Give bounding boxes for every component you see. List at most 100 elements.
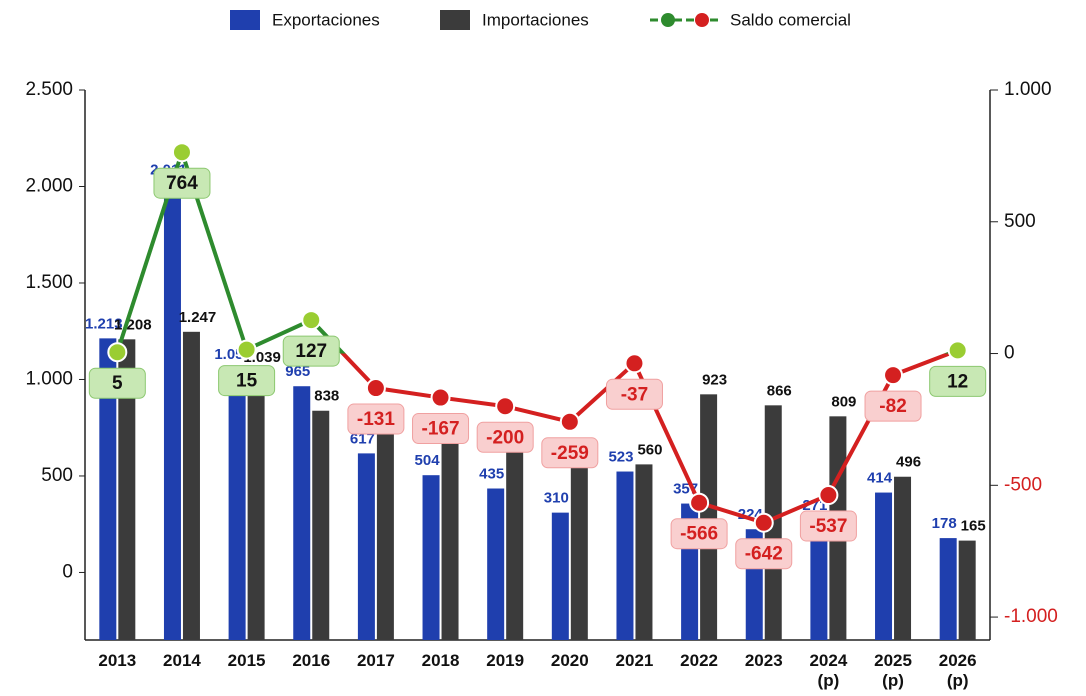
balance-label: -566 — [670, 518, 728, 550]
label-box — [670, 518, 728, 550]
label-box — [605, 378, 663, 410]
export-bar — [228, 369, 246, 640]
balance-label: -537 — [799, 510, 857, 542]
x-tick-label: 2024 (p) — [809, 651, 848, 690]
import-bar — [506, 449, 524, 640]
y-tick-label: 0 — [62, 561, 73, 582]
balance-point — [689, 492, 710, 513]
label-box — [799, 510, 857, 542]
import-bar — [118, 339, 136, 640]
export-bar — [939, 538, 957, 640]
import-bar — [700, 394, 718, 640]
x-tick-label: 2021 — [615, 651, 654, 670]
legend-label: Exportaciones — [272, 10, 380, 29]
y-tick-label: 2.000 — [25, 176, 73, 197]
export-bar — [810, 520, 828, 640]
export-bar — [551, 512, 569, 640]
balance-label: 12 — [929, 365, 987, 397]
legend-marker — [661, 13, 675, 27]
label-box — [476, 421, 534, 453]
bar-label: 1.213 — [85, 315, 123, 332]
export-bar — [357, 453, 375, 640]
legend-swatch — [440, 10, 470, 30]
label-box — [735, 538, 793, 570]
y2-tick-label: -500 — [1004, 474, 1042, 495]
label-box — [218, 365, 276, 397]
balance-value: -131 — [357, 409, 395, 430]
balance-value: -82 — [879, 396, 906, 417]
y-tick-label: 1.000 — [25, 368, 73, 389]
balance-point — [236, 339, 257, 360]
bar-label: 310 — [544, 490, 569, 507]
balance-point — [753, 512, 774, 533]
bar-label: 965 — [285, 363, 310, 380]
label-box — [929, 365, 987, 397]
balance-line — [115, 145, 959, 525]
bar-label: 504 — [415, 452, 441, 469]
export-bar — [616, 471, 634, 640]
balance-value: -566 — [680, 524, 718, 545]
balance-value: -200 — [486, 427, 524, 448]
bar-label: 435 — [479, 465, 504, 482]
export-bar — [875, 492, 893, 640]
balance-value: 127 — [295, 341, 327, 362]
balance-point — [301, 310, 322, 331]
y-tick-label: 1.500 — [25, 272, 73, 293]
x-tick-label: 2019 — [486, 651, 525, 670]
balance-point — [171, 142, 192, 163]
balance-label: -200 — [476, 421, 534, 453]
import-bar — [247, 371, 265, 640]
balance-point — [947, 340, 968, 361]
balance-label: -642 — [735, 538, 793, 570]
export-bar — [99, 338, 117, 640]
legend-label: Importaciones — [482, 10, 589, 29]
balance-point — [430, 387, 451, 408]
balance-point — [883, 365, 904, 386]
balance-point — [495, 396, 516, 417]
bar-label: 617 — [350, 430, 375, 447]
balance-label: -82 — [864, 390, 922, 422]
legend-label: Saldo comercial — [730, 10, 851, 29]
legend-swatch — [230, 10, 260, 30]
balance-value: 12 — [947, 371, 968, 392]
export-bar — [293, 386, 311, 640]
label-box — [412, 413, 470, 445]
import-bar — [376, 428, 394, 640]
export-bar — [487, 488, 505, 640]
x-tick-label: 2016 — [292, 651, 331, 670]
bar-label: 1.208 — [114, 316, 152, 333]
label-box — [282, 335, 340, 367]
balance-point — [559, 411, 580, 432]
balance-value: -537 — [809, 516, 847, 537]
balance-value: 5 — [112, 373, 123, 394]
label-box — [347, 403, 405, 435]
x-tick-label: 2013 — [98, 651, 137, 670]
balance-value: -259 — [551, 443, 589, 464]
balance-label: 15 — [218, 365, 276, 397]
x-tick-label: 2025 (p) — [874, 651, 912, 690]
balance-value: 15 — [236, 371, 258, 392]
x-tick-label: 2026 (p) — [938, 651, 977, 690]
bar-label: 523 — [608, 448, 633, 465]
label-box — [541, 437, 599, 469]
export-bar — [163, 184, 181, 641]
y2-tick-label: 500 — [1004, 211, 1036, 232]
balance-label: -37 — [605, 378, 663, 410]
bar-label: 923 — [702, 371, 727, 388]
balance-value: -37 — [621, 384, 648, 405]
balance-point — [624, 353, 645, 374]
import-bar — [894, 476, 912, 640]
balance-label: -131 — [347, 403, 405, 435]
balance-label: -167 — [412, 413, 470, 445]
balance-point — [818, 485, 839, 506]
legend-marker — [695, 13, 709, 27]
bar-label: 165 — [961, 518, 986, 535]
x-tick-label: 2014 — [163, 651, 201, 670]
bar-label: 560 — [637, 441, 662, 458]
bar-label: 1.247 — [179, 309, 217, 326]
x-tick-label: 2023 — [744, 651, 783, 670]
y2-tick-label: -1.000 — [1004, 606, 1058, 627]
y2-tick-label: 1.000 — [1004, 79, 1052, 100]
bar-label: 496 — [896, 454, 921, 471]
